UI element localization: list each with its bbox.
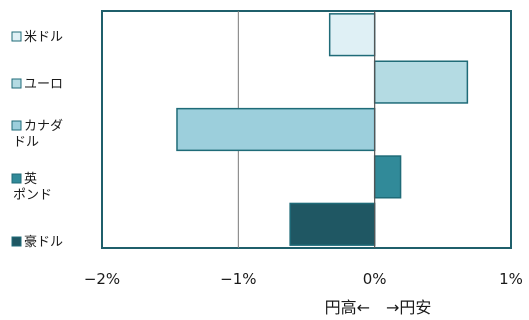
legend-item-1: 米ドル	[11, 30, 63, 45]
legend-item-2: ユーロ	[11, 77, 63, 92]
legend-label: 豪ドル	[24, 234, 63, 250]
legend-swatch	[11, 78, 22, 89]
x-axis-title: 円高← →円安	[325, 298, 432, 317]
x-tick-label: 1%	[499, 270, 523, 288]
plot-frame	[101, 10, 512, 249]
legend-label: ユーロ	[24, 77, 63, 92]
bar-4	[373, 155, 402, 199]
x-tick-label: −1%	[220, 270, 256, 288]
legend-label: カナダ	[24, 119, 63, 134]
bar-1	[328, 13, 376, 57]
legend-swatch	[11, 120, 22, 131]
legend-swatch	[11, 31, 22, 42]
bars	[176, 13, 469, 246]
legend-swatch	[11, 236, 22, 247]
legend-label: 英	[24, 172, 37, 187]
legend-label: ポンド	[13, 188, 52, 203]
legend-label: ドル	[13, 135, 39, 150]
x-tick-label: −2%	[84, 270, 120, 288]
x-tick-label: 0%	[363, 270, 387, 288]
bar-2	[373, 60, 469, 104]
x-axis-ticks: −2% −1% 0% 1%	[84, 270, 523, 288]
legend-swatch	[11, 173, 22, 184]
bar-3	[176, 107, 376, 152]
legend-item-5: 豪ドル	[11, 234, 63, 250]
legend-label: 米ドル	[24, 30, 63, 45]
bar-5	[289, 202, 376, 246]
